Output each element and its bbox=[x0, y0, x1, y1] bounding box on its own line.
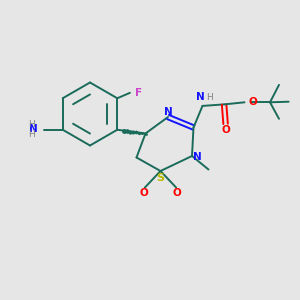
Text: N: N bbox=[196, 92, 205, 102]
Text: H: H bbox=[28, 130, 35, 139]
Text: O: O bbox=[221, 125, 230, 135]
Text: O: O bbox=[139, 188, 148, 199]
Text: O: O bbox=[249, 97, 257, 107]
Text: N: N bbox=[29, 124, 38, 134]
Text: N: N bbox=[164, 106, 173, 117]
Text: N: N bbox=[193, 152, 202, 163]
Text: F: F bbox=[135, 88, 142, 98]
Text: H: H bbox=[28, 120, 35, 129]
Text: H: H bbox=[206, 93, 213, 102]
Text: S: S bbox=[157, 172, 164, 183]
Text: O: O bbox=[173, 188, 182, 199]
